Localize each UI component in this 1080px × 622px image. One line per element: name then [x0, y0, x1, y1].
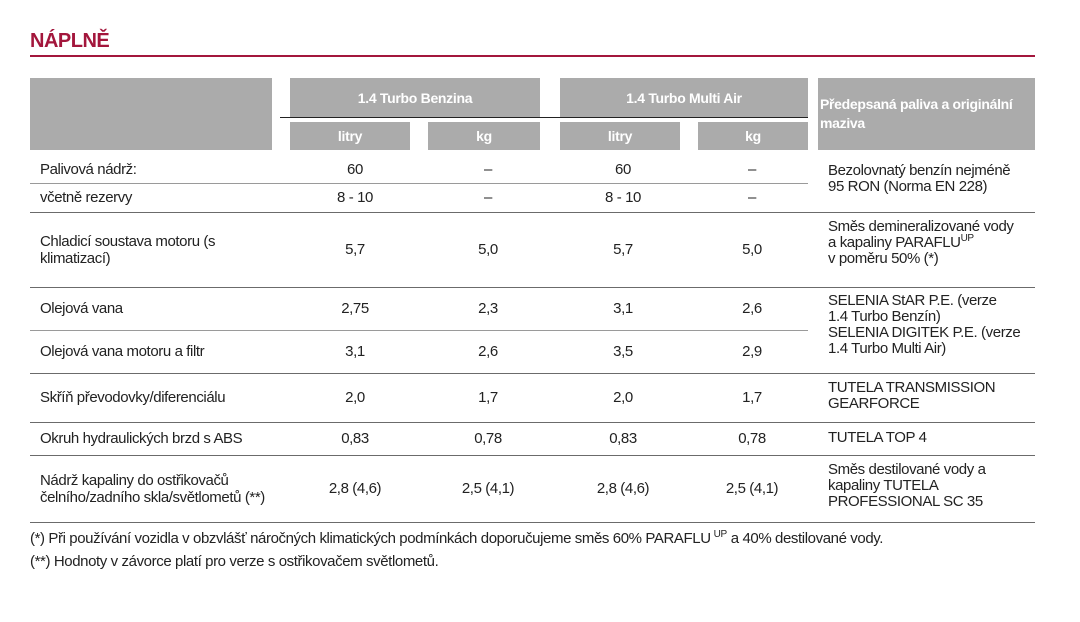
cell-value: 5,7 — [613, 241, 633, 258]
title-rule — [30, 55, 1035, 57]
superscript: UP — [713, 529, 727, 540]
unit-header: kg — [698, 122, 808, 150]
cell-value: 8 - 10 — [337, 189, 373, 206]
row-label: včetně rezervy — [40, 189, 132, 206]
cell-value: 2,5 (4,1) — [461, 480, 515, 497]
cell-value: 3,1 — [345, 343, 365, 360]
cell-value: – — [748, 160, 756, 178]
cell-value: 3,1 — [613, 300, 633, 317]
cell-value: 2,3 — [478, 300, 498, 317]
cell-value: 2,5 (4,1) — [725, 480, 779, 497]
cell-value: 5,7 — [345, 241, 365, 258]
spec: SELENIA StAR P.E. (verze 1.4 Turbo Benzín… — [828, 293, 1035, 357]
cell-value: 5,0 — [478, 241, 498, 258]
row-label: Okruh hydraulických brzd s ABS — [40, 430, 243, 447]
row-separator — [30, 330, 808, 331]
cell-value: 0,78 — [738, 430, 766, 447]
footnote: (**) Hodnoty v závorce platí pro verze s… — [30, 553, 439, 570]
footnote: (*) Při používání vozidla v obzvlášť nár… — [30, 529, 884, 548]
section-title: NÁPLNĚ — [30, 30, 110, 52]
cell-value: – — [484, 189, 492, 206]
spec: TUTELA TOP 4 — [828, 430, 1035, 446]
superscript: UP — [960, 233, 974, 244]
row-separator — [30, 183, 808, 184]
spec: Směs destilované vody a kapaliny TUTELA PR… — [828, 462, 1035, 510]
spec-line: SELENIA DIGITEK P.E. (verze — [828, 324, 1021, 341]
spec: TUTELA TRANSMISSION GEARFORCE — [828, 380, 1035, 412]
footnote-text: (*) Při používání vozidla v obzvlášť nár… — [30, 530, 711, 547]
group-header: 1.4 Turbo Multi Air — [560, 78, 808, 118]
group-header: 1.4 Turbo Benzina — [290, 78, 540, 118]
row-label: Olejová vana — [40, 300, 123, 317]
cell-value: 2,75 — [341, 300, 369, 317]
cell-value: 1,7 — [742, 389, 762, 406]
spec-line: kapaliny TUTELA — [828, 477, 939, 494]
cell-value: 2,9 — [742, 343, 762, 360]
group-rule — [280, 117, 808, 118]
spec-line: TUTELA TOP 4 — [828, 429, 927, 446]
cell-value: 8 - 10 — [605, 189, 641, 206]
spec: Bezolovnatý benzín nejméně 95 RON (Norma … — [828, 163, 1035, 195]
row-label: Nádrž kapaliny do ostřikovačů čelního/za… — [40, 471, 265, 506]
footnote-text: a 40% destilované vody. — [730, 530, 884, 547]
spec-line: a kapaliny PARAFLUUP — [828, 233, 974, 251]
footnote-text: (**) Hodnoty v závorce platí pro verze s… — [30, 553, 439, 570]
spec-line: SELENIA StAR P.E. (verze — [828, 292, 997, 309]
row-separator — [30, 212, 1035, 213]
spec-line: 1.4 Turbo Multi Air) — [828, 340, 946, 357]
row-separator — [30, 287, 1035, 288]
spec-line: 1.4 Turbo Benzín) — [828, 308, 941, 325]
unit-header: kg — [428, 122, 540, 150]
row-separator — [30, 422, 1035, 423]
spec-line: Směs destilované vody a — [828, 461, 986, 478]
spec: Směs demineralizované vody a kapaliny PAR… — [828, 219, 1035, 267]
unit-header: litry — [290, 122, 410, 150]
spec-line: v poměru 50% (*) — [828, 250, 939, 267]
row-separator — [30, 373, 1035, 374]
spec-line: 95 RON (Norma EN 228) — [828, 178, 988, 195]
cell-value: 0,83 — [609, 430, 637, 447]
row-label: Chladicí soustava motoru (s klimatizací) — [40, 232, 216, 267]
cell-value: – — [484, 160, 492, 178]
spec-line: PROFESSIONAL SC 35 — [828, 493, 983, 510]
cell-value: 60 — [347, 160, 363, 178]
cell-value: 2,0 — [345, 389, 365, 406]
cell-value: 2,8 (4,6) — [596, 480, 650, 497]
cell-value: 2,0 — [613, 389, 633, 406]
cell-value: 5,0 — [742, 241, 762, 258]
cell-value: 2,6 — [742, 300, 762, 317]
row-separator — [30, 522, 1035, 523]
spec-line: Bezolovnatý benzín nejméně — [828, 162, 1011, 179]
row-label: Olejová vana motoru a filtr — [40, 343, 205, 360]
spec-line: Směs demineralizované vody — [828, 218, 1014, 235]
cell-value: – — [748, 189, 756, 206]
cell-value: 2,6 — [478, 343, 498, 360]
cell-value: 60 — [615, 160, 631, 178]
cell-value: 1,7 — [478, 389, 498, 406]
cell-value: 2,8 (4,6) — [328, 480, 382, 497]
cell-value: 0,83 — [341, 430, 369, 447]
cell-value: 0,78 — [474, 430, 502, 447]
header-box — [30, 78, 272, 150]
unit-header: litry — [560, 122, 680, 150]
row-label: Skříň převodovky/diferenciálu — [40, 389, 226, 406]
spec-line: GEARFORCE — [828, 395, 920, 412]
spec-header: Předepsaná paliva a originální maziva — [818, 78, 1035, 150]
row-separator — [30, 455, 1035, 456]
row-label: Palivová nádrž: — [40, 160, 137, 178]
cell-value: 3,5 — [613, 343, 633, 360]
spec-line: TUTELA TRANSMISSION — [828, 379, 996, 396]
